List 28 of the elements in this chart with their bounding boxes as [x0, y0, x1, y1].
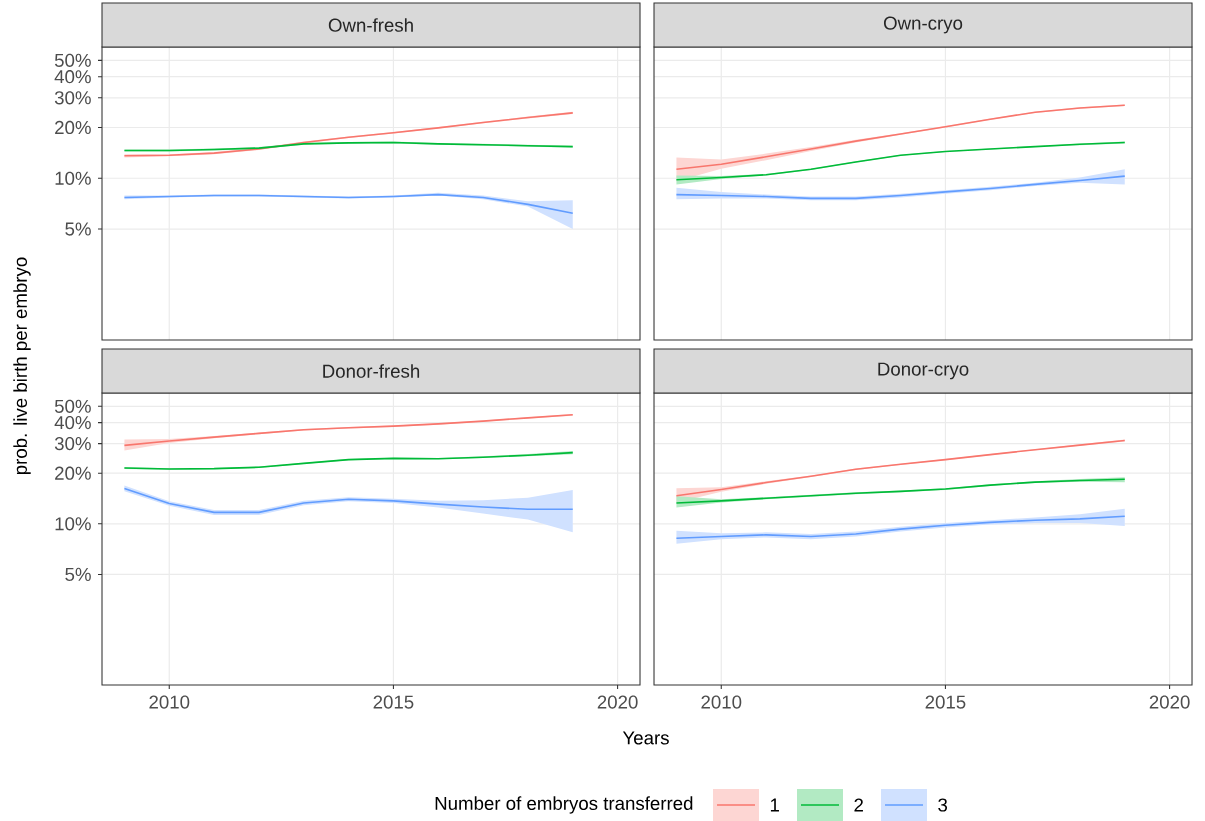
legend-label: 3 — [938, 798, 948, 812]
y-tick-label: 5% — [65, 567, 91, 582]
x-tick-label: 2020 — [1149, 695, 1190, 709]
y-tick-label: 20% — [55, 120, 91, 135]
y-tick-label: 5% — [65, 222, 91, 236]
x-tick-label: 2020 — [597, 695, 638, 709]
x-tick-label: 2010 — [701, 695, 742, 709]
legend-label: 1 — [770, 798, 779, 812]
y-tick-label: 40% — [54, 70, 91, 84]
x-tick-label: 2010 — [149, 695, 190, 709]
y-tick-label: 30% — [54, 436, 91, 451]
y-axis-title: prob. live birth per embryo — [13, 257, 31, 475]
y-tick-label: 10% — [55, 171, 91, 185]
y-tick-label: 50% — [54, 399, 91, 413]
legend-label: 2 — [854, 798, 863, 812]
chart-title: Own-fresh — [328, 18, 413, 32]
x-tick-label: 2015 — [373, 695, 414, 709]
chart-title: Donor-fresh — [323, 364, 420, 378]
chart-title: Donor-cryo — [878, 362, 969, 380]
y-tick-label: 30% — [54, 91, 91, 105]
y-tick-label: 20% — [55, 466, 91, 480]
legend-title: Number of embryos transferred — [435, 796, 693, 814]
x-tick-label: 2015 — [925, 695, 966, 709]
y-tick-label: 50% — [54, 53, 91, 67]
y-tick-label: 10% — [55, 517, 91, 531]
chart-title: Own-cryo — [883, 16, 963, 34]
y-tick-label: 40% — [54, 415, 91, 430]
x-axis-title: Years — [622, 731, 669, 745]
